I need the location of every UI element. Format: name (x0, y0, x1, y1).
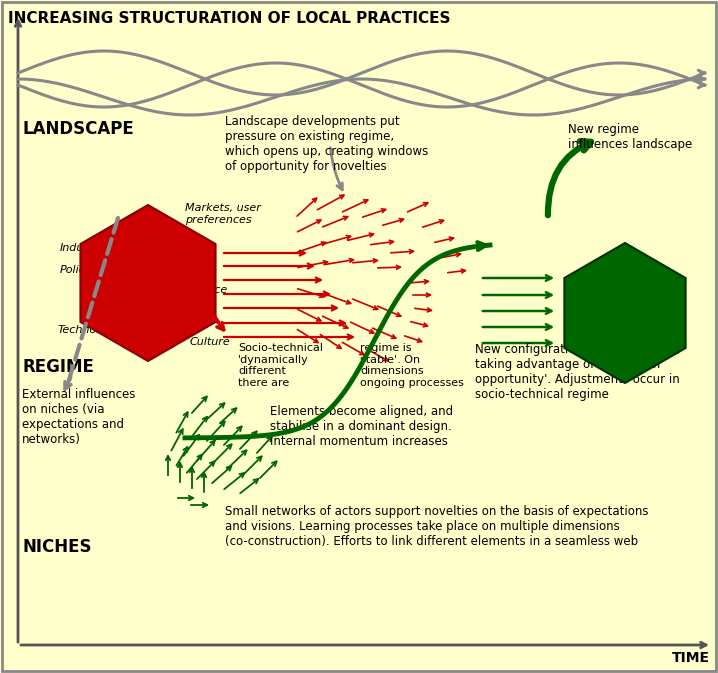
Text: Landscape developments put
pressure on existing regime,
which opens up, creating: Landscape developments put pressure on e… (225, 115, 428, 173)
Text: Elements become aligned, and
stabilise in a dominant design.
Internal momentum i: Elements become aligned, and stabilise i… (270, 405, 453, 448)
Text: NICHES: NICHES (22, 538, 91, 556)
Text: TIME: TIME (672, 651, 710, 665)
Text: Technology: Technology (58, 325, 121, 335)
Text: External influences
on niches (via
expectations and
networks): External influences on niches (via expec… (22, 388, 136, 446)
Text: Culture: Culture (190, 337, 230, 347)
Text: regime is
stable'. On
dimensions
ongoing processes: regime is stable'. On dimensions ongoing… (360, 343, 464, 388)
Text: Socio-technical
'dynamically
different
there are: Socio-technical 'dynamically different t… (238, 343, 323, 388)
Polygon shape (80, 205, 215, 361)
Text: REGIME: REGIME (22, 358, 94, 376)
Text: Policy: Policy (60, 265, 93, 275)
Text: Industry: Industry (60, 243, 106, 253)
Text: Small networks of actors support novelties on the basis of expectations
and visi: Small networks of actors support novelti… (225, 505, 648, 548)
Text: LANDSCAPE: LANDSCAPE (22, 120, 134, 138)
Text: New regime
influences landscape: New regime influences landscape (568, 123, 692, 151)
Text: Markets, user
preferences: Markets, user preferences (185, 203, 261, 225)
Text: Science: Science (185, 285, 228, 295)
Polygon shape (564, 243, 686, 383)
Text: INCREASING STRUCTURATION OF LOCAL PRACTICES: INCREASING STRUCTURATION OF LOCAL PRACTI… (8, 11, 450, 26)
Text: New configuration breaks through,
taking advantage of 'window of
opportunity'. A: New configuration breaks through, taking… (475, 343, 681, 401)
